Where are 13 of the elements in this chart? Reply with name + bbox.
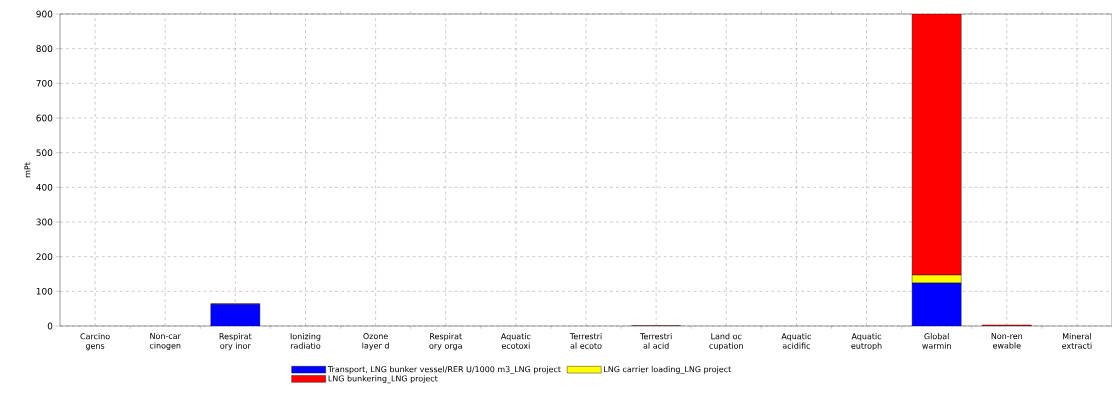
y-tick-label: 500 — [36, 149, 53, 157]
y-tick-label: 300 — [36, 218, 53, 226]
y-tick-label: 800 — [36, 45, 53, 53]
bar — [911, 282, 962, 326]
y-tick-label: 200 — [36, 253, 53, 261]
bar — [911, 14, 962, 276]
y-tick-label: 400 — [36, 183, 53, 191]
y-tick-label: 600 — [36, 114, 53, 122]
bar — [210, 303, 261, 326]
y-tick-label: 700 — [36, 79, 53, 87]
y-tick-label: 0 — [47, 322, 53, 330]
y-tick-label: 100 — [36, 287, 53, 295]
y-tick-label: 900 — [36, 10, 53, 18]
